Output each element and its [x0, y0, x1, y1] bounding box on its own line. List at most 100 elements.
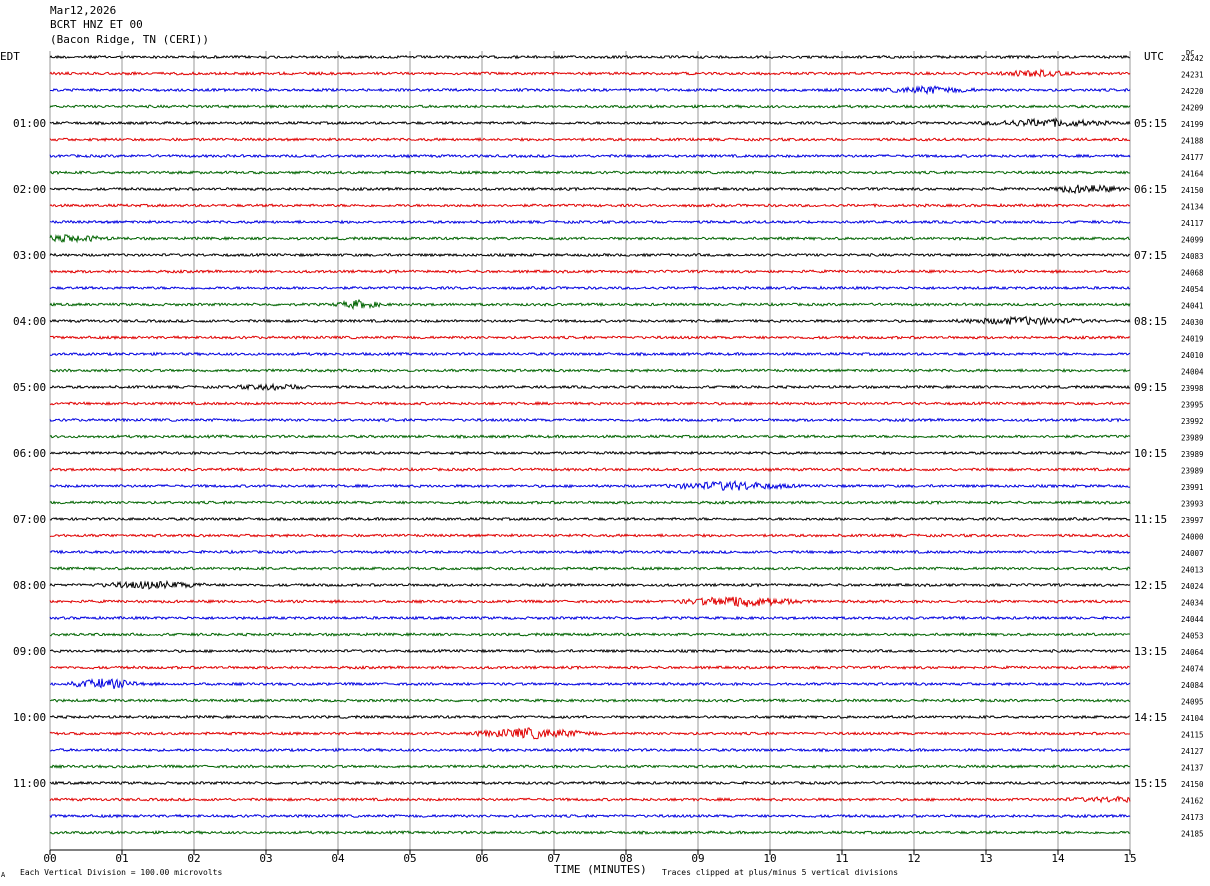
dc-offset-label: 24095 — [1181, 698, 1204, 707]
trace-row — [49, 632, 1131, 638]
dc-offset-label: 24173 — [1181, 813, 1204, 822]
left-hour-label: 07:00 — [13, 513, 46, 526]
trace-row — [49, 648, 1131, 654]
trace-row — [49, 68, 1131, 78]
x-tick-label: 03 — [259, 852, 272, 865]
dc-offset-label: 23989 — [1181, 450, 1204, 459]
dc-offset-label: 23997 — [1181, 516, 1204, 525]
dc-offset-label: 23989 — [1181, 434, 1204, 443]
trace-row — [49, 830, 1131, 836]
trace-row — [49, 116, 1131, 128]
dc-offset-label: 24231 — [1181, 71, 1204, 80]
x-tick-label: 11 — [835, 852, 848, 865]
trace-row — [49, 54, 1131, 60]
trace-row — [49, 516, 1131, 522]
dc-offset-label: 23993 — [1181, 500, 1204, 509]
right-hour-label: 15:15 — [1134, 777, 1167, 790]
trace-row — [49, 400, 1131, 406]
right-hour-label: 08:15 — [1134, 315, 1167, 328]
trace-row — [49, 298, 1131, 311]
trace-row — [49, 764, 1131, 770]
trace-row — [49, 450, 1131, 456]
trace-row — [49, 252, 1131, 258]
dc-offset-label: 24034 — [1181, 599, 1204, 608]
trace-row — [49, 233, 1131, 244]
clip-note: Traces clipped at plus/minus 5 vertical … — [662, 868, 899, 877]
dc-offset-label: 24053 — [1181, 632, 1204, 641]
x-tick-label: 14 — [1051, 852, 1065, 865]
trace-row — [49, 499, 1131, 506]
left-hour-label: 03:00 — [13, 249, 46, 262]
dc-offset-label: 23992 — [1181, 417, 1204, 426]
x-tick-label: 04 — [331, 852, 345, 865]
x-tick-label: 02 — [187, 852, 200, 865]
dc-offset-label: 24188 — [1181, 137, 1204, 146]
dc-offset-label: 24164 — [1181, 170, 1204, 179]
trace-row — [49, 596, 1131, 608]
dc-offset-label: 24030 — [1181, 318, 1204, 327]
trace-row — [49, 153, 1131, 159]
trace-row — [49, 170, 1131, 176]
right-hour-label: 13:15 — [1134, 645, 1167, 658]
dc-offset-label: 24004 — [1181, 368, 1204, 377]
dc-offset-label: 24010 — [1181, 351, 1204, 360]
dc-offset-label: 24134 — [1181, 203, 1204, 212]
dc-offset-label: 24099 — [1181, 236, 1204, 245]
dc-offset-label: 24013 — [1181, 566, 1204, 575]
dc-offset-label: 24150 — [1181, 780, 1204, 789]
dc-offset-label: 24117 — [1181, 219, 1204, 228]
trace-row — [49, 727, 1131, 740]
right-hour-label: 06:15 — [1134, 183, 1167, 196]
dc-offset-label: 24162 — [1181, 797, 1204, 806]
left-hour-label: 09:00 — [13, 645, 46, 658]
dc-header-label: DC — [1186, 49, 1195, 57]
trace-row — [49, 813, 1131, 819]
trace-row — [49, 615, 1131, 621]
dc-offset-label: 24115 — [1181, 731, 1204, 740]
dc-offset-label: 24068 — [1181, 269, 1204, 278]
x-axis-label: TIME (MINUTES) — [554, 863, 647, 876]
left-hour-label: 04:00 — [13, 315, 46, 328]
trace-row — [49, 285, 1131, 291]
trace-row — [49, 315, 1131, 326]
dc-offset-label: 24000 — [1181, 533, 1204, 542]
left-hour-label: 06:00 — [13, 447, 46, 460]
trace-row — [49, 202, 1131, 208]
trace-row — [49, 466, 1131, 473]
trace-row — [49, 747, 1131, 753]
left-hour-label: 01:00 — [13, 117, 46, 130]
trace-row — [49, 697, 1131, 704]
left-timezone-label: EDT — [0, 50, 20, 63]
trace-row — [49, 351, 1131, 357]
trace-row — [49, 219, 1131, 225]
dc-offset-label: 23998 — [1181, 384, 1204, 393]
trace-row — [49, 714, 1131, 720]
trace-row — [49, 677, 1131, 689]
x-tick-label: 10 — [763, 852, 776, 865]
x-tick-label: 13 — [979, 852, 992, 865]
dc-offset-label: 24019 — [1181, 335, 1204, 344]
dc-offset-label: 24083 — [1181, 252, 1204, 261]
x-tick-label: 07 — [547, 852, 560, 865]
dc-offset-label: 24209 — [1181, 104, 1204, 113]
x-tick-label: 00 — [43, 852, 56, 865]
right-timezone-label: UTC — [1144, 50, 1164, 63]
dc-offset-label: 24054 — [1181, 285, 1204, 294]
right-hour-label: 07:15 — [1134, 249, 1167, 262]
trace-row — [49, 780, 1131, 786]
trace-row — [49, 104, 1131, 110]
dc-offset-label: 23989 — [1181, 467, 1204, 476]
x-tick-label: 05 — [403, 852, 416, 865]
left-hour-label: 10:00 — [13, 711, 46, 724]
dc-offset-label: 24242 — [1181, 54, 1204, 63]
dc-offset-label: 24150 — [1181, 186, 1204, 195]
dc-offset-label: 24064 — [1181, 648, 1204, 657]
dc-offset-label: 24199 — [1181, 120, 1204, 129]
right-hour-label: 05:15 — [1134, 117, 1167, 130]
dc-offset-label: 23995 — [1181, 401, 1204, 410]
trace-row — [49, 367, 1131, 374]
trace-row — [49, 268, 1131, 275]
dc-offset-label: 23991 — [1181, 483, 1204, 492]
trace-row — [49, 549, 1131, 555]
